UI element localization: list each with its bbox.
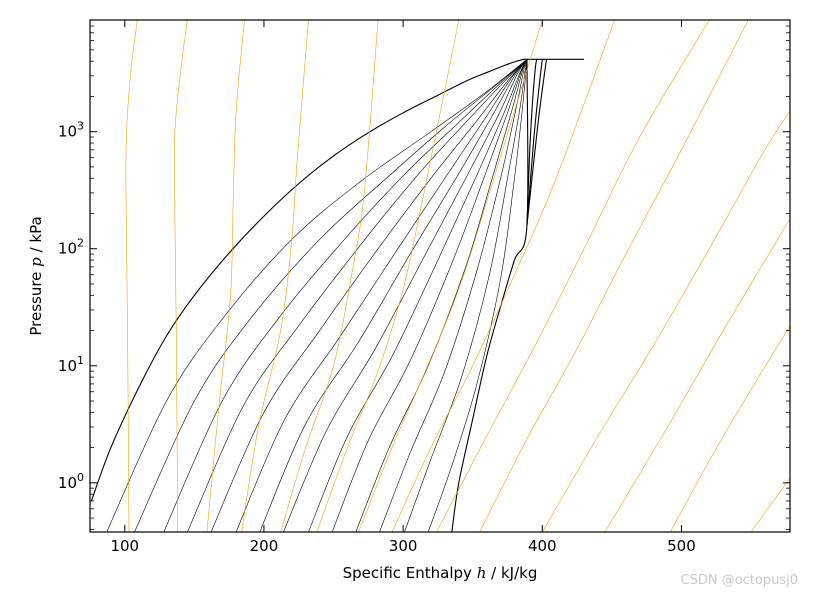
isotherm-line-11 (542, 110, 790, 532)
y-tick-label-0: 100 (58, 471, 84, 492)
quality-line-9 (308, 59, 528, 532)
quality-line-3 (163, 59, 528, 532)
isotherm-line-5 (280, 20, 379, 532)
dome-line-1 (90, 58, 528, 502)
plot-frame (89, 19, 791, 533)
y-tick-label-2: 102 (58, 237, 84, 258)
quality-line-6 (235, 59, 528, 532)
y-tick-label-1: 101 (58, 354, 84, 375)
isotherm-line-9 (436, 20, 710, 532)
tick-layer: 100 200 300 400 500 100 101 102 103 (58, 19, 790, 555)
dome-line-5 (526, 59, 548, 225)
isotherm-line-6 (316, 20, 460, 532)
quality-line-11 (355, 59, 528, 532)
dome-line-3 (526, 59, 538, 225)
isotherm-line-14 (750, 477, 790, 532)
quality-line-13 (404, 59, 528, 532)
isotherm-line-8 (391, 20, 615, 532)
x-tick-label-500: 500 (667, 537, 696, 555)
isotherm-line-12 (604, 218, 790, 532)
isotherm-line-7 (358, 20, 543, 532)
isotherm-line-13 (670, 325, 790, 532)
isotherm-line-4 (241, 20, 309, 532)
y-tick-label-3: 103 (58, 120, 84, 141)
quality-line-5 (210, 59, 528, 532)
dome-line-4 (526, 59, 543, 225)
x-tick-label-200: 200 (250, 537, 279, 555)
isotherm-line-10 (479, 20, 749, 532)
y-axis-label: Pressure p / kPa (27, 216, 45, 335)
quality-line-14 (427, 59, 528, 532)
isotherm-line-1 (125, 20, 138, 532)
isotherm-line-3 (206, 20, 245, 532)
quality-line-12 (379, 59, 528, 532)
quality-line-8 (283, 59, 528, 532)
quality-line-4 (187, 59, 528, 532)
watermark: CSDN @octopusj0 (680, 573, 799, 588)
quality-line-10 (331, 59, 528, 532)
quality-line-1 (106, 59, 528, 532)
isotherm-line-2 (174, 20, 188, 532)
series-layer (90, 20, 790, 532)
x-axis-label: Specific Enthalpy h / kJ/kg (343, 564, 538, 582)
x-tick-label-400: 400 (528, 537, 557, 555)
x-tick-label-100: 100 (110, 537, 139, 555)
quality-line-2 (134, 59, 528, 532)
x-tick-label-300: 300 (389, 537, 418, 555)
quality-line-7 (259, 59, 528, 532)
